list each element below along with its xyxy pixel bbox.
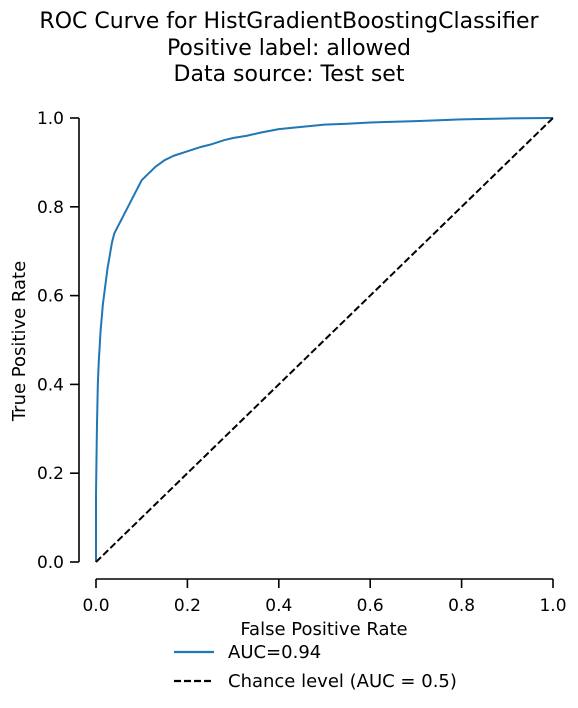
y-tick-label: 0.6 (37, 287, 64, 307)
x-tick-label: 1.0 (539, 596, 566, 616)
roc-curve-line (95, 117, 554, 562)
y-tick-label: 0.2 (37, 464, 64, 484)
y-axis-label: True Positive Rate (9, 261, 30, 422)
y-tick-label: 0.0 (37, 553, 64, 573)
chart-title: ROC Curve for HistGradientBoostingClassi… (39, 9, 539, 87)
x-tick-label: 0.8 (448, 596, 475, 616)
y-tick-label: 1.0 (37, 109, 64, 129)
legend: AUC=0.94 Chance level (AUC = 0.5) (174, 642, 457, 692)
y-tick-label: 0.8 (37, 198, 64, 218)
title-line-2: Positive label: allowed (167, 36, 411, 61)
y-axis-ticks: 0.0 0.2 0.4 0.6 0.8 1.0 (37, 109, 79, 573)
x-axis-label: False Positive Rate (240, 619, 407, 640)
legend-label: Chance level (AUC = 0.5) (228, 671, 457, 692)
x-tick-label: 0.2 (174, 596, 201, 616)
x-tick-label: 0.6 (357, 596, 384, 616)
y-tick-label: 0.4 (37, 375, 64, 395)
title-line-3: Data source: Test set (174, 62, 405, 87)
x-tick-label: 0.4 (265, 596, 292, 616)
plot-area (95, 117, 554, 563)
chance-level-line (95, 117, 554, 563)
axes (78, 118, 553, 580)
title-line-1: ROC Curve for HistGradientBoostingClassi… (39, 9, 539, 34)
legend-label: AUC=0.94 (228, 642, 321, 663)
x-tick-label: 0.0 (82, 596, 109, 616)
x-axis-ticks: 0.0 0.2 0.4 0.6 0.8 1.0 (82, 579, 567, 616)
